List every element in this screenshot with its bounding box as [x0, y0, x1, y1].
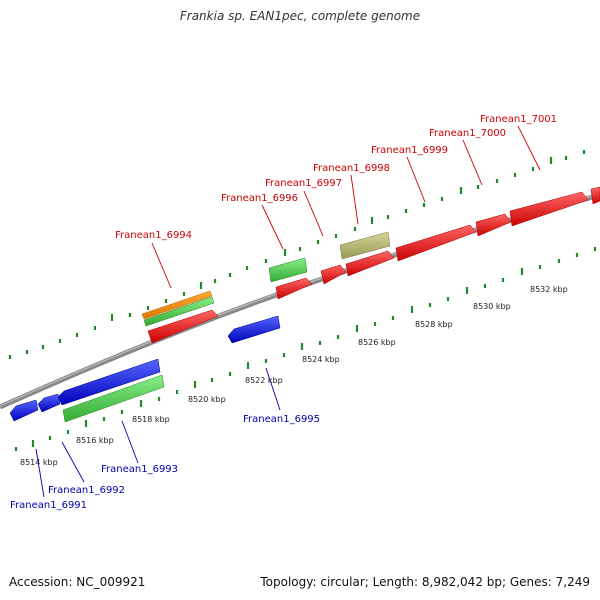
gene-feature-green[interactable] — [143, 296, 215, 327]
gene-label-franean1-7001[interactable]: Franean1_7001 — [480, 114, 557, 125]
gene-label-franean1-6992[interactable]: Franean1_6992 — [48, 485, 125, 496]
genome-summary-text: Topology: circular; Length: 8,982,042 bp… — [260, 575, 590, 589]
tick-label: 8520 kbp — [188, 395, 226, 404]
genome-backbone-highlight — [0, 193, 600, 407]
gene-feature-green[interactable] — [62, 374, 165, 423]
gene-feature-red[interactable] — [590, 186, 600, 205]
gene-feature-red[interactable] — [345, 250, 395, 277]
reverse-tick-track — [14, 247, 597, 451]
gene-label-franean1-6996[interactable]: Franean1_6996 — [221, 193, 298, 204]
page-title: Frankia sp. EAN1pec, complete genome — [179, 9, 421, 23]
tick-label: 8530 kbp — [473, 302, 511, 311]
gene-feature-blue[interactable] — [57, 358, 161, 406]
accession-text: Accession: NC_009921 — [9, 575, 146, 589]
tick-label: 8532 kbp — [530, 285, 568, 294]
gene-label-franean1-6998[interactable]: Franean1_6998 — [313, 163, 390, 174]
gene-feature-blue[interactable] — [9, 399, 39, 422]
gene-label-franean1-6995[interactable]: Franean1_6995 — [243, 414, 320, 425]
tick-label: 8516 kbp — [76, 436, 114, 445]
gene-feature-red[interactable] — [320, 264, 347, 285]
tick-label: 8526 kbp — [358, 338, 396, 347]
tick-label: 8524 kbp — [302, 355, 340, 364]
genome-backbone — [0, 192, 600, 410]
leader-lines — [35, 125, 541, 498]
gene-label-franean1-6999[interactable]: Franean1_6999 — [371, 145, 448, 156]
gene-label-franean1-7000[interactable]: Franean1_7000 — [429, 128, 506, 139]
gene-feature-red[interactable] — [395, 224, 477, 262]
gene-feature-orange[interactable] — [141, 290, 213, 320]
gene-feature-red[interactable] — [275, 277, 313, 300]
gene-label-franean1-6994[interactable]: Franean1_6994 — [115, 230, 192, 241]
reverse-features — [9, 315, 281, 423]
gene-label-franean1-6993[interactable]: Franean1_6993 — [101, 464, 178, 475]
gene-label-franean1-6997[interactable]: Franean1_6997 — [265, 178, 342, 189]
tick-label: 8528 kbp — [415, 320, 453, 329]
forward-features — [141, 186, 600, 344]
gene-feature-red[interactable] — [475, 213, 512, 237]
gene-feature-blue[interactable] — [227, 315, 281, 344]
tick-label: 8518 kbp — [132, 415, 170, 424]
gene-feature-khaki[interactable] — [339, 231, 391, 260]
gene-feature-blue[interactable] — [37, 393, 61, 413]
forward-tick-track — [8, 150, 586, 359]
gene-feature-red[interactable] — [509, 191, 589, 227]
tick-label: 8514 kbp — [20, 458, 58, 467]
gene-feature-green[interactable] — [268, 257, 308, 283]
tick-label: 8522 kbp — [245, 376, 283, 385]
gene-feature-red[interactable] — [147, 309, 219, 344]
gene-label-franean1-6991[interactable]: Franean1_6991 — [10, 500, 87, 511]
